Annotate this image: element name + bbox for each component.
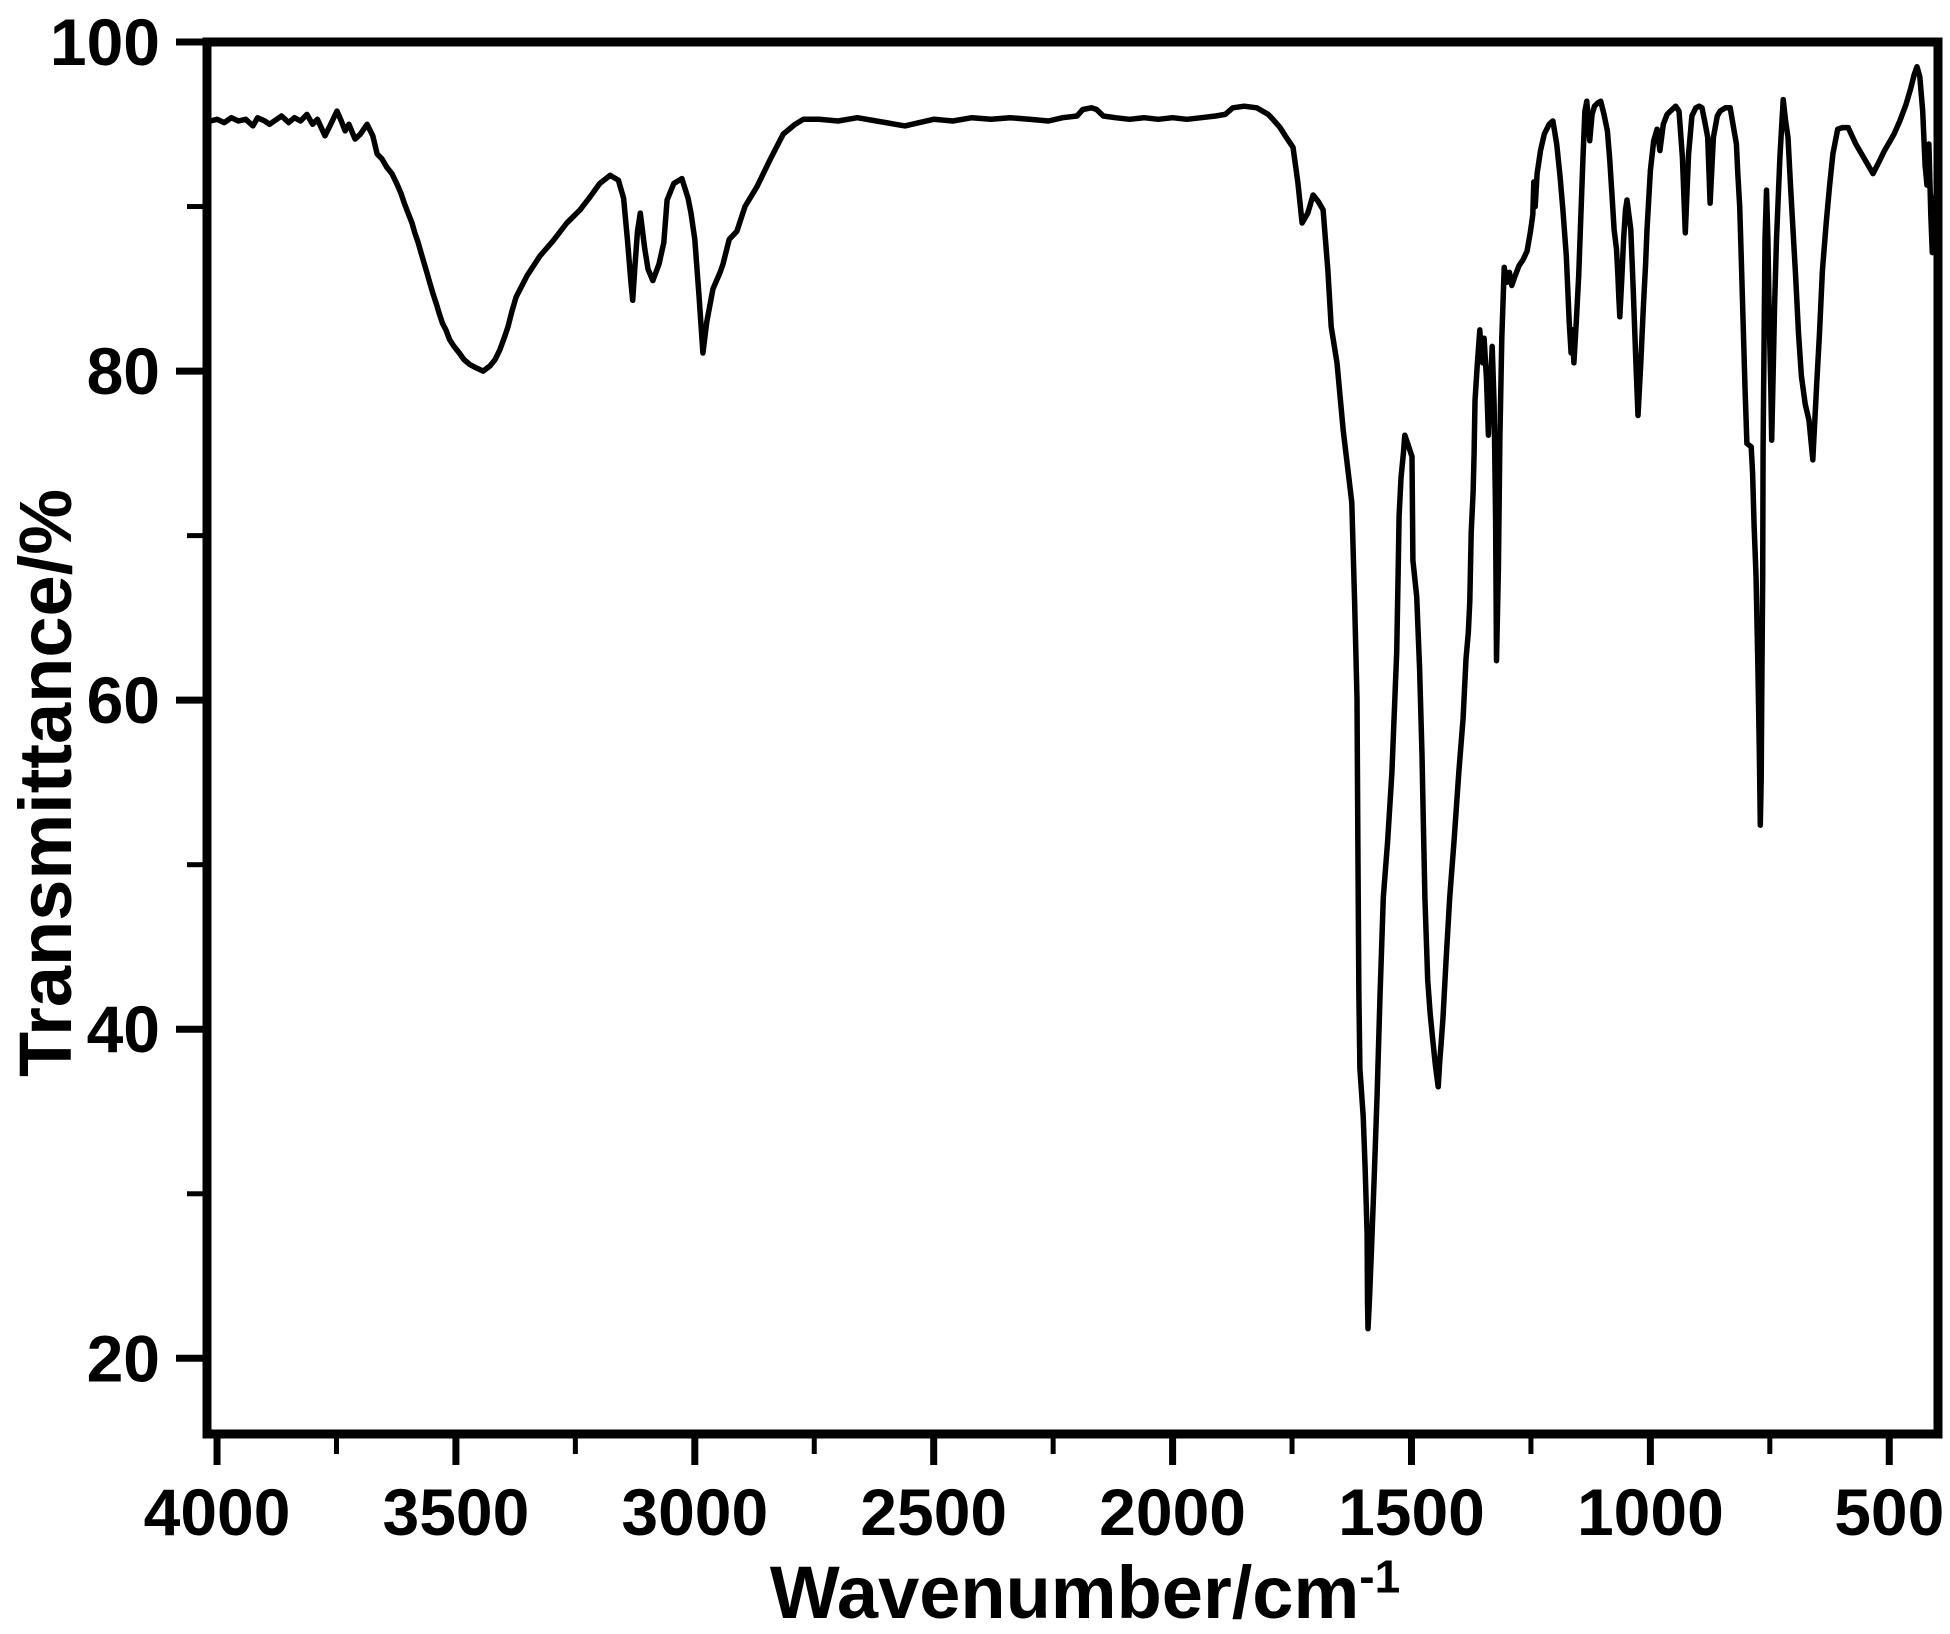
x-tick-label: 1000: [1577, 1475, 1724, 1549]
y-tick-label: 80: [87, 334, 160, 408]
x-tick-label: 1500: [1338, 1475, 1485, 1549]
x-axis-title-text: Wavenumber/cm: [769, 1551, 1360, 1634]
x-tick-label: 500: [1834, 1475, 1944, 1549]
x-axis-title-superscript: -1: [1359, 1550, 1401, 1603]
plot-border: [202, 37, 1943, 1439]
x-tick-label: 2000: [1099, 1475, 1246, 1549]
y-tick-label: 40: [87, 992, 160, 1066]
x-tick-label: 4000: [144, 1475, 291, 1549]
x-tick-label: 3000: [621, 1475, 768, 1549]
x-tick-label: 2500: [860, 1475, 1007, 1549]
y-tick-label: 20: [87, 1321, 160, 1395]
y-axis-title: Transmittance/%: [4, 488, 87, 1078]
spectrum-curve: [207, 63, 1941, 1332]
y-tick-label: 100: [50, 5, 160, 79]
x-axis-title: Wavenumber/cm-1: [770, 1553, 1400, 1630]
y-tick-label: 60: [87, 663, 160, 737]
x-tick-label: 3500: [383, 1475, 530, 1549]
